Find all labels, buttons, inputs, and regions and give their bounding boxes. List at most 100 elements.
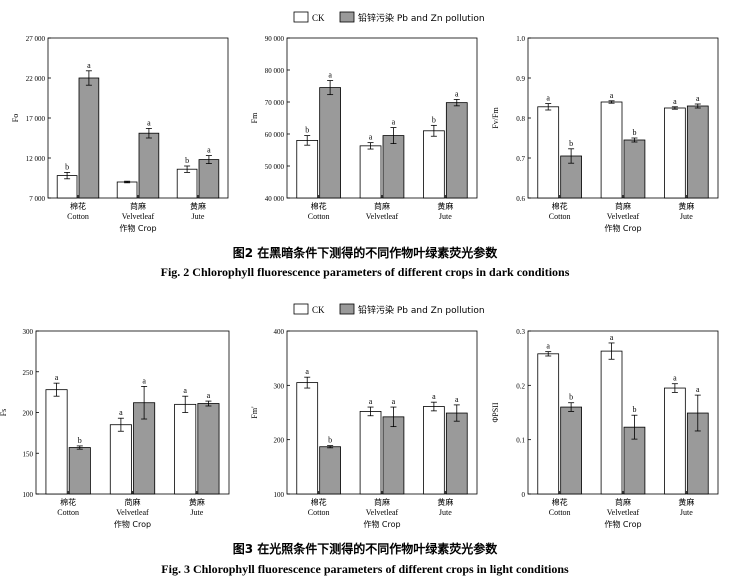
y-tick-label: 400 <box>274 328 285 336</box>
legend-ck-swatch <box>293 303 309 315</box>
y-tick-label: 100 <box>274 491 285 499</box>
bar-ck <box>45 389 68 495</box>
y-tick-label: 0.7 <box>516 155 525 163</box>
category-label-cn: 棉花 <box>311 497 327 507</box>
bar-pollution <box>445 102 468 199</box>
legend-pollution-swatch <box>339 303 355 315</box>
category-label-cn: 苘麻 <box>130 201 146 211</box>
category-label-en: Cotton <box>57 508 79 517</box>
significance-label: a <box>392 118 396 127</box>
bar-ck <box>296 382 319 495</box>
y-tick-label: 300 <box>274 382 285 390</box>
category-label-cn: 苘麻 <box>615 497 631 507</box>
category-label-en: Jute <box>439 508 452 517</box>
y-tick-label: 70 000 <box>265 99 285 107</box>
fig3-caption-en: Fig. 3 Chlorophyll fluorescence paramete… <box>161 562 569 576</box>
bar-pollution <box>382 416 405 495</box>
y-axis-label: ΦPSII <box>491 402 500 422</box>
bar-ck <box>664 387 686 495</box>
x-axis-label: 作物 Crop <box>363 519 400 529</box>
significance-label: a <box>305 367 309 376</box>
y-tick-label: 0 <box>522 491 526 499</box>
y-axis-label: Fs <box>0 409 8 417</box>
y-tick-label: 0.3 <box>516 328 525 336</box>
y-axis-label: Fv/Fm <box>491 107 500 129</box>
significance-label: a <box>87 61 91 70</box>
bar-pollution <box>445 412 468 495</box>
y-tick-label: 200 <box>274 437 285 445</box>
significance-label: a <box>119 408 123 417</box>
x-axis-label: 作物 Crop <box>114 519 151 529</box>
significance-label: b <box>569 139 573 148</box>
y-tick-label: 200 <box>23 410 34 418</box>
bar-ck <box>600 350 623 495</box>
significance-label: b <box>78 436 82 445</box>
bar-ck <box>423 130 445 199</box>
fig3-caption-cn: 图3 在光照条件下测得的不同作物叶绿素荧光参数 <box>232 542 498 556</box>
bar-pollution <box>686 105 709 199</box>
fig2-caption-cn: 图2 在黑暗条件下测得的不同作物叶绿素荧光参数 <box>232 246 498 260</box>
significance-label: a <box>369 133 373 142</box>
x-axis-label: 作物 Crop <box>604 223 641 233</box>
category-label-en: Cotton <box>67 212 89 221</box>
category-label-en: Cotton <box>549 508 571 517</box>
chart-1: 7 000 12 000 17 000 22 000 27 000 Fo b a 棉花Cotto… <box>11 35 229 233</box>
bar-ck <box>600 101 623 199</box>
bar-ck <box>423 406 445 495</box>
category-label-en: Jute <box>190 508 203 517</box>
significance-label: b <box>328 436 332 445</box>
y-axis-label: Fm <box>250 112 259 123</box>
y-tick-label: 0.9 <box>516 75 525 83</box>
category-label-en: Velvetleaf <box>607 508 640 517</box>
significance-label: a <box>55 373 59 382</box>
bar-pollution <box>198 159 220 199</box>
category-label-cn: 黄麻 <box>437 201 453 211</box>
bar-ck <box>359 145 382 199</box>
significance-label: a <box>207 391 211 400</box>
legend-fig2: CK 铅锌污染 Pb and Zn pollution <box>293 11 485 24</box>
y-tick-label: 27 000 <box>26 35 46 43</box>
y-axis-label: Fo <box>11 114 20 122</box>
significance-label: a <box>207 146 211 155</box>
significance-label: a <box>673 97 677 106</box>
significance-label: b <box>632 405 636 414</box>
category-label-cn: 苘麻 <box>125 497 141 507</box>
y-tick-label: 22 000 <box>26 75 46 83</box>
bar-ck <box>109 424 132 495</box>
category-label-en: Velvetleaf <box>366 508 399 517</box>
y-tick-label: 300 <box>23 328 34 336</box>
significance-label: a <box>696 94 700 103</box>
y-tick-label: 0.8 <box>516 115 525 123</box>
y-tick-label: 17 000 <box>26 115 46 123</box>
legend-pollution-label: 铅锌污染 Pb and Zn pollution <box>358 12 485 24</box>
significance-label: a <box>610 91 614 100</box>
y-tick-label: 80 000 <box>265 67 285 75</box>
bar-ck <box>359 411 382 495</box>
y-tick-label: 7 000 <box>29 195 45 203</box>
bar-pollution <box>68 447 91 495</box>
category-label-en: Jute <box>680 212 693 221</box>
fig2-caption-en: Fig. 2 Chlorophyll fluorescence paramete… <box>160 265 570 279</box>
y-tick-label: 40 000 <box>265 195 285 203</box>
significance-label: a <box>696 385 700 394</box>
y-axis-label: Fm' <box>250 406 259 419</box>
bar-ck <box>537 353 560 495</box>
category-label-en: Velvetleaf <box>366 212 399 221</box>
chart-2: 40 000 50 000 60 000 70 000 80 000 90 000 Fm b a… <box>250 35 478 221</box>
bar-pollution <box>382 135 405 199</box>
category-label-cn: 苘麻 <box>374 497 390 507</box>
y-tick-label: 1.0 <box>516 35 525 43</box>
bar-ck <box>537 106 560 199</box>
category-label-cn: 棉花 <box>552 201 568 211</box>
bar-pollution <box>78 77 100 199</box>
category-label-cn: 黄麻 <box>190 201 206 211</box>
significance-label: b <box>185 156 189 165</box>
y-tick-label: 60 000 <box>265 131 285 139</box>
category-label-cn: 苘麻 <box>374 201 390 211</box>
y-tick-label: 90 000 <box>265 35 285 43</box>
category-label-cn: 黄麻 <box>189 497 205 507</box>
category-label-cn: 棉花 <box>60 497 76 507</box>
